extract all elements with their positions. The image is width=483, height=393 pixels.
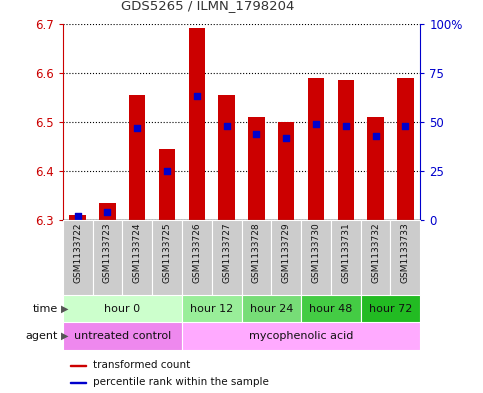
Text: ▶: ▶ xyxy=(61,303,69,314)
FancyBboxPatch shape xyxy=(242,295,301,322)
FancyBboxPatch shape xyxy=(361,220,390,295)
Point xyxy=(133,125,141,131)
Bar xyxy=(218,95,235,220)
Text: transformed count: transformed count xyxy=(93,360,190,370)
Text: GSM1133723: GSM1133723 xyxy=(103,222,112,283)
Text: hour 0: hour 0 xyxy=(104,303,141,314)
FancyBboxPatch shape xyxy=(182,322,420,350)
Bar xyxy=(99,203,115,220)
FancyBboxPatch shape xyxy=(93,220,122,295)
Point xyxy=(253,130,260,137)
Text: percentile rank within the sample: percentile rank within the sample xyxy=(93,377,269,387)
FancyBboxPatch shape xyxy=(271,220,301,295)
Bar xyxy=(308,78,324,220)
Bar xyxy=(278,122,294,220)
Bar xyxy=(159,149,175,220)
FancyBboxPatch shape xyxy=(182,295,242,322)
Bar xyxy=(368,117,384,220)
Point xyxy=(163,168,171,174)
FancyBboxPatch shape xyxy=(63,322,182,350)
Bar xyxy=(129,95,145,220)
Bar xyxy=(248,117,265,220)
FancyBboxPatch shape xyxy=(63,220,93,295)
Text: time: time xyxy=(33,303,58,314)
Text: GSM1133726: GSM1133726 xyxy=(192,222,201,283)
FancyBboxPatch shape xyxy=(212,220,242,295)
FancyBboxPatch shape xyxy=(152,220,182,295)
FancyBboxPatch shape xyxy=(63,295,182,322)
Text: hour 72: hour 72 xyxy=(369,303,412,314)
Text: agent: agent xyxy=(26,331,58,341)
FancyBboxPatch shape xyxy=(331,220,361,295)
FancyBboxPatch shape xyxy=(182,220,212,295)
Point xyxy=(282,134,290,141)
Text: GDS5265 / ILMN_1798204: GDS5265 / ILMN_1798204 xyxy=(121,0,294,12)
Text: hour 48: hour 48 xyxy=(309,303,353,314)
Text: GSM1133724: GSM1133724 xyxy=(133,222,142,283)
Text: GSM1133727: GSM1133727 xyxy=(222,222,231,283)
Point xyxy=(193,93,201,99)
Text: GSM1133730: GSM1133730 xyxy=(312,222,320,283)
Point xyxy=(342,123,350,129)
Bar xyxy=(189,28,205,220)
FancyBboxPatch shape xyxy=(122,220,152,295)
FancyBboxPatch shape xyxy=(301,220,331,295)
FancyBboxPatch shape xyxy=(301,295,361,322)
FancyBboxPatch shape xyxy=(361,295,420,322)
Text: GSM1133728: GSM1133728 xyxy=(252,222,261,283)
FancyBboxPatch shape xyxy=(390,220,420,295)
Text: GSM1133725: GSM1133725 xyxy=(163,222,171,283)
Point xyxy=(104,209,112,215)
Point xyxy=(372,132,380,139)
Text: untreated control: untreated control xyxy=(74,331,171,341)
Point xyxy=(401,123,409,129)
Bar xyxy=(338,80,354,220)
Bar xyxy=(70,382,86,384)
Text: GSM1133733: GSM1133733 xyxy=(401,222,410,283)
Text: ▶: ▶ xyxy=(61,331,69,341)
Point xyxy=(74,213,82,219)
Bar xyxy=(397,78,413,220)
Bar xyxy=(70,215,86,220)
Text: mycophenolic acid: mycophenolic acid xyxy=(249,331,353,341)
Text: hour 12: hour 12 xyxy=(190,303,233,314)
Bar xyxy=(70,365,86,366)
Point xyxy=(223,123,230,129)
Text: GSM1133729: GSM1133729 xyxy=(282,222,291,283)
Text: hour 24: hour 24 xyxy=(250,303,293,314)
Text: GSM1133722: GSM1133722 xyxy=(73,222,82,283)
Point xyxy=(312,121,320,127)
FancyBboxPatch shape xyxy=(242,220,271,295)
Text: GSM1133731: GSM1133731 xyxy=(341,222,350,283)
Text: GSM1133732: GSM1133732 xyxy=(371,222,380,283)
